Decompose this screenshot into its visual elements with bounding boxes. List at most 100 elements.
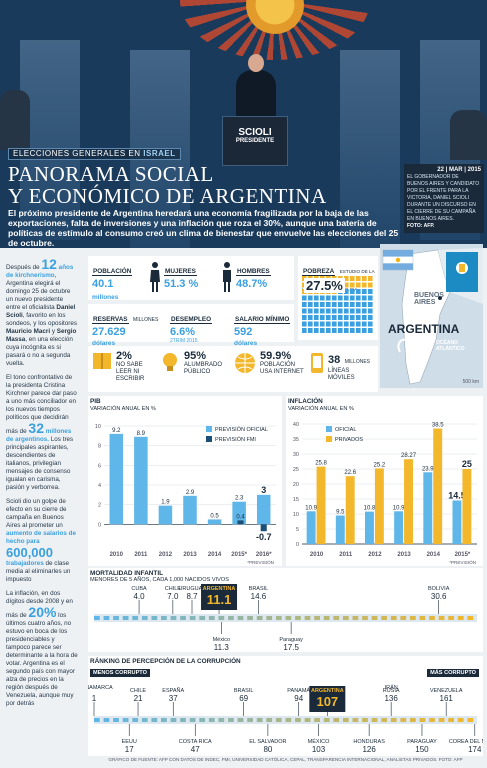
paragraph-4: La inflación, en dos dígitos desde 2008 … <box>6 590 78 708</box>
scale-tick <box>180 616 186 620</box>
pobreza-dot <box>344 321 349 327</box>
legend-label: PREVISIÓN FMI <box>215 436 256 443</box>
scale-tick <box>304 718 311 722</box>
scale-tick <box>247 616 253 620</box>
marker-name: EL SALVADOR <box>249 739 286 745</box>
pobreza-dot <box>356 295 361 301</box>
bar <box>316 466 326 544</box>
bar <box>237 520 244 525</box>
scale-tick <box>132 718 139 722</box>
data-label: -0.7 <box>256 532 272 542</box>
pobreza-dot <box>368 295 373 301</box>
marker-value: 4.0 <box>133 592 145 601</box>
scale-tick <box>122 616 129 620</box>
name-massa: Sergio Massa <box>6 328 77 343</box>
salario-value: 592 <box>234 326 253 338</box>
scale-tick <box>419 718 426 722</box>
name-scioli: Daniel Scioli <box>6 304 76 319</box>
pobreza-dot <box>368 321 373 327</box>
pobreza-dot <box>308 315 313 320</box>
scale-tick <box>352 718 359 722</box>
marker-name: CUBA <box>131 586 147 592</box>
highlight-number: 600,000 <box>6 545 53 560</box>
y-tick-label: 5 <box>296 527 299 533</box>
bar <box>256 494 271 525</box>
paragraph-3: Scioli dio un golpe de efecto en su cier… <box>6 498 78 584</box>
pobreza-dot <box>356 315 361 320</box>
caption-credit: FOTO: AFP. <box>407 223 435 229</box>
scale-tick <box>390 616 397 620</box>
pobreza-dot <box>338 315 343 320</box>
hero-photo: SCIOLI PRESIDENTE ELECCIONES GENERALES E… <box>0 0 487 248</box>
pobreza-dot <box>350 308 355 314</box>
internet-text: POBLACIÓN USA INTERNET <box>260 362 304 375</box>
section-tag: ELECCIONES GENERALES EN ISRAEL <box>8 148 181 160</box>
salario-label: SALARIO MÍNIMO <box>234 316 291 324</box>
data-label: 1.9 <box>161 500 170 506</box>
scale-tick <box>467 718 474 722</box>
scale-tick <box>103 616 110 620</box>
marker-name: RUSIA <box>383 688 400 694</box>
paragraph-1: Después de 12 años de kirchnerismo, Arge… <box>6 257 78 368</box>
marker-name: VENEZUELA <box>430 688 463 694</box>
desempleo-value: 6.6% <box>170 326 196 338</box>
scale-tick <box>275 718 282 722</box>
bar <box>462 469 472 544</box>
pobreza-dot <box>326 328 331 333</box>
caption-date: 22 | MAR | 2015 <box>437 167 481 173</box>
x-tick-label: 2014 <box>427 552 441 558</box>
scale-tick <box>237 718 244 722</box>
x-tick-label: 2010 <box>310 552 324 558</box>
salario-unit: dólares <box>234 340 258 347</box>
marker-name: ARGENTINA <box>311 688 344 694</box>
pobreza-dot <box>350 302 355 307</box>
pobreza-dot <box>332 328 337 333</box>
scale-tick <box>409 616 416 620</box>
pobreza-dot <box>338 295 343 301</box>
pobreza-dot <box>350 321 355 327</box>
x-tick-label: 2011 <box>339 552 353 558</box>
scale-tick <box>285 616 292 620</box>
highlight-number: 20% <box>28 604 57 620</box>
text: los últimos cuatro años, no estuvo en bo… <box>6 612 78 707</box>
highlight-box <box>201 584 238 610</box>
x-tick-label: 2011 <box>134 552 148 558</box>
scale-tick <box>266 616 273 620</box>
marker-name: PANAMÁ <box>287 687 310 694</box>
pobreza-dot <box>362 321 367 327</box>
scale-tick <box>228 616 234 620</box>
scale-tick <box>161 718 167 722</box>
text: y <box>50 328 57 335</box>
marker-value: 136 <box>384 694 398 703</box>
pobreza-dot <box>356 328 361 333</box>
y-tick-label: 4 <box>98 483 101 489</box>
x-tick-label: 2016* <box>256 552 272 558</box>
text: El tono confrontativo de la presidenta C… <box>6 374 77 435</box>
data-label: 25.2 <box>374 462 386 468</box>
marker-name: ESPAÑA <box>162 687 184 694</box>
ocean-line-2: ATLÁNTICO <box>436 346 465 352</box>
scale-tick <box>94 718 100 722</box>
scale-tick <box>113 718 119 722</box>
pobreza-dot <box>314 321 319 327</box>
pobreza-dot <box>302 315 307 320</box>
podium: SCIOLI PRESIDENTE <box>222 116 288 166</box>
pobreza-dot <box>368 328 373 333</box>
scale-tick <box>429 616 435 620</box>
data-label: 10.9 <box>305 505 317 511</box>
mortalidad-title: MORTALIDAD INFANTIL <box>90 570 164 577</box>
mortalidad-panel: MORTALIDAD INFANTIL MENORES DE 5 AÑOS, C… <box>88 568 483 652</box>
data-label: 10.9 <box>393 505 405 511</box>
scale-tick <box>295 616 301 620</box>
demographics-panel: POBLACIÓN 40.1 millones MUJERES 51.3 % HO… <box>88 256 294 301</box>
pobreza-dot <box>332 308 337 314</box>
pobreza-dot <box>356 282 361 288</box>
pobreza-dot <box>320 308 325 314</box>
marker-value: 80 <box>263 745 272 754</box>
pobreza-dot <box>302 328 307 333</box>
marker-value: 21 <box>134 694 143 703</box>
legend-swatch <box>326 426 332 432</box>
marker-name: EEUU <box>122 739 137 745</box>
scale-tick <box>266 718 273 722</box>
